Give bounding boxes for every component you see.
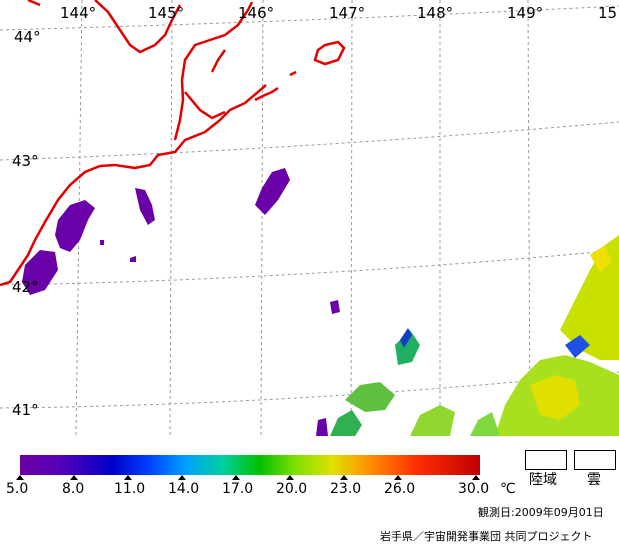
colorbar-label: 8.0 xyxy=(62,481,85,497)
land-label: 陸域 xyxy=(529,472,557,488)
colorbar-label: 5.0 xyxy=(6,481,29,497)
longitude-label: 144° xyxy=(60,4,97,22)
longitude-label: 147° xyxy=(329,4,366,22)
temperature-colorbar xyxy=(20,455,480,475)
latitude-label: 41° xyxy=(12,401,39,419)
colorbar-label: 23.0 xyxy=(330,481,362,497)
colorbar-tick xyxy=(124,475,132,480)
low-sst-patches xyxy=(22,168,340,436)
colorbar-label: 26.0 xyxy=(384,481,416,497)
cloud-label: 雲 xyxy=(587,472,601,488)
colorbar-label: 20.0 xyxy=(276,481,308,497)
latitude-label: 42° xyxy=(12,278,39,296)
longitude-label: 149° xyxy=(507,4,544,22)
colorbar-tick xyxy=(394,475,402,480)
land-swatch xyxy=(525,450,567,470)
longitude-label: 15 xyxy=(598,4,618,22)
longitude-label: 145° xyxy=(148,4,185,22)
credit-text: 岩手県／宇宙開発事業団 共同プロジェクト xyxy=(380,530,593,543)
sst-map xyxy=(0,0,619,436)
observation-date: 観測日:2009年09月01日 xyxy=(478,506,604,519)
colorbar-tick xyxy=(232,475,240,480)
colorbar-tick xyxy=(70,475,78,480)
warm-sst-patches xyxy=(330,235,619,436)
colorbar-tick xyxy=(178,475,186,480)
colorbar-label: 11.0 xyxy=(114,481,146,497)
coastline xyxy=(0,0,346,287)
latitude-label: 43° xyxy=(12,152,39,170)
longitude-label: 146° xyxy=(238,4,275,22)
graticule xyxy=(0,0,619,436)
colorbar-tick xyxy=(286,475,294,480)
colorbar-tick xyxy=(472,475,480,480)
colorbar-label: 14.0 xyxy=(168,481,200,497)
longitude-label: 148° xyxy=(417,4,454,22)
colorbar-label: 17.0 xyxy=(222,481,254,497)
colorbar-tick xyxy=(340,475,348,480)
cloud-swatch xyxy=(574,450,616,470)
colorbar-label: 30.0 xyxy=(458,481,490,497)
colorbar-tick xyxy=(16,475,24,480)
unit-label: ℃ xyxy=(500,481,516,497)
latitude-label: 44° xyxy=(14,28,41,46)
